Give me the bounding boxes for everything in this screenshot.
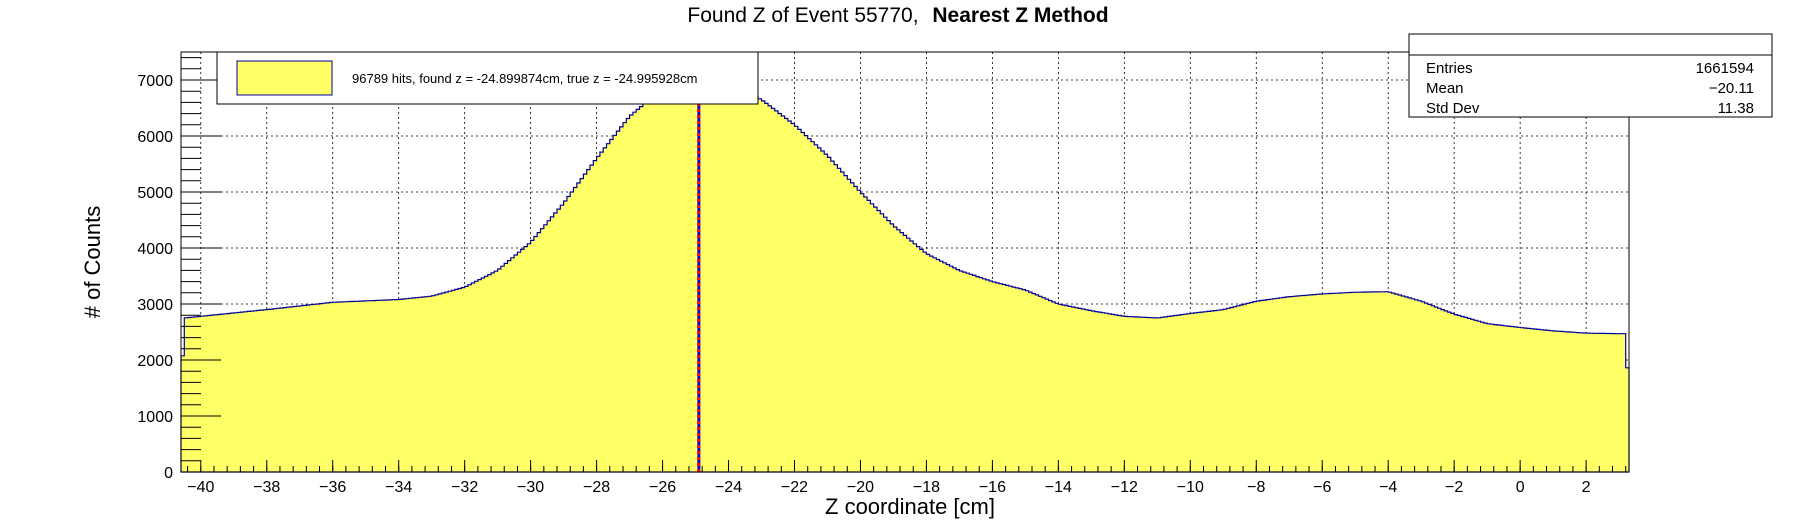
legend-swatch (236, 60, 333, 96)
x-tick-label: −2 (1445, 479, 1463, 496)
legend-box: 96789 hits, found z = -24.899874cm, true… (216, 51, 759, 105)
x-tick-label: −32 (451, 479, 478, 496)
x-tick-label: −8 (1247, 479, 1265, 496)
x-tick-label: −18 (913, 479, 940, 496)
stats-stddev-label: Std Dev (1426, 100, 1480, 117)
x-tick-label: −22 (781, 479, 808, 496)
x-tick-label: −34 (385, 479, 412, 496)
stats-mean-value: −20.11 (1709, 80, 1754, 97)
stats-entries-value: 1661594 (1696, 60, 1754, 77)
histogram-bars (180, 68, 1630, 473)
x-axis-label: Z coordinate [cm] (825, 494, 995, 519)
y-tick-label: 7000 (137, 73, 173, 90)
x-tick-label: −26 (649, 479, 676, 496)
x-tick-label: −24 (715, 479, 742, 496)
legend-label: 96789 hits, found z = -24.899874cm, true… (352, 71, 697, 86)
y-tick-label: 4000 (137, 241, 173, 258)
x-tick-label: −20 (847, 479, 874, 496)
axes: −40 −38 −36 −34 −32 −30 −28 −26 −24 −22 −20 −18 −16−… (137, 57, 1627, 496)
x-tick-label: 0 (1516, 479, 1525, 496)
plot-frame (180, 51, 1630, 473)
stats-stddev-value: 11.38 (1718, 100, 1754, 117)
x-tick-label: −16 (979, 479, 1006, 496)
x-tick-label: −6 (1313, 479, 1331, 496)
chart-title-bold: Nearest Z Method (932, 4, 1108, 27)
chart-title-plain: Found Z of Event 55770, (687, 4, 918, 27)
stats-mean-label: Mean (1426, 80, 1464, 97)
x-tick-label: −30 (517, 479, 544, 496)
chart-title: Found Z of Event 55770, Nearest Z Method (687, 4, 1108, 27)
x-tick-label: 2 (1582, 479, 1591, 496)
x-tick-label: −36 (319, 479, 346, 496)
x-tick-label: −12 (1111, 479, 1138, 496)
histogram-series (180, 68, 1630, 473)
stats-box: Entries 1661594 Mean −20.11 Std Dev 11.3… (1408, 33, 1773, 118)
y-tick-label: 5000 (137, 185, 173, 202)
x-tick-label: −10 (1177, 479, 1204, 496)
stats-entries-label: Entries (1426, 60, 1473, 77)
y-tick-label: 6000 (137, 129, 173, 146)
x-tick-label: −38 (253, 479, 280, 496)
y-tick-label: 1000 (137, 409, 173, 426)
x-tick-label: −14 (1045, 479, 1072, 496)
y-tick-label: 2000 (137, 353, 173, 370)
y-tick-label: 0 (164, 465, 173, 482)
x-tick-label: −4 (1379, 479, 1397, 496)
x-tick-label: −28 (583, 479, 610, 496)
y-tick-label: 3000 (137, 297, 173, 314)
x-tick-label: −40 (187, 479, 214, 496)
y-axis-label: # of Counts (80, 206, 105, 319)
